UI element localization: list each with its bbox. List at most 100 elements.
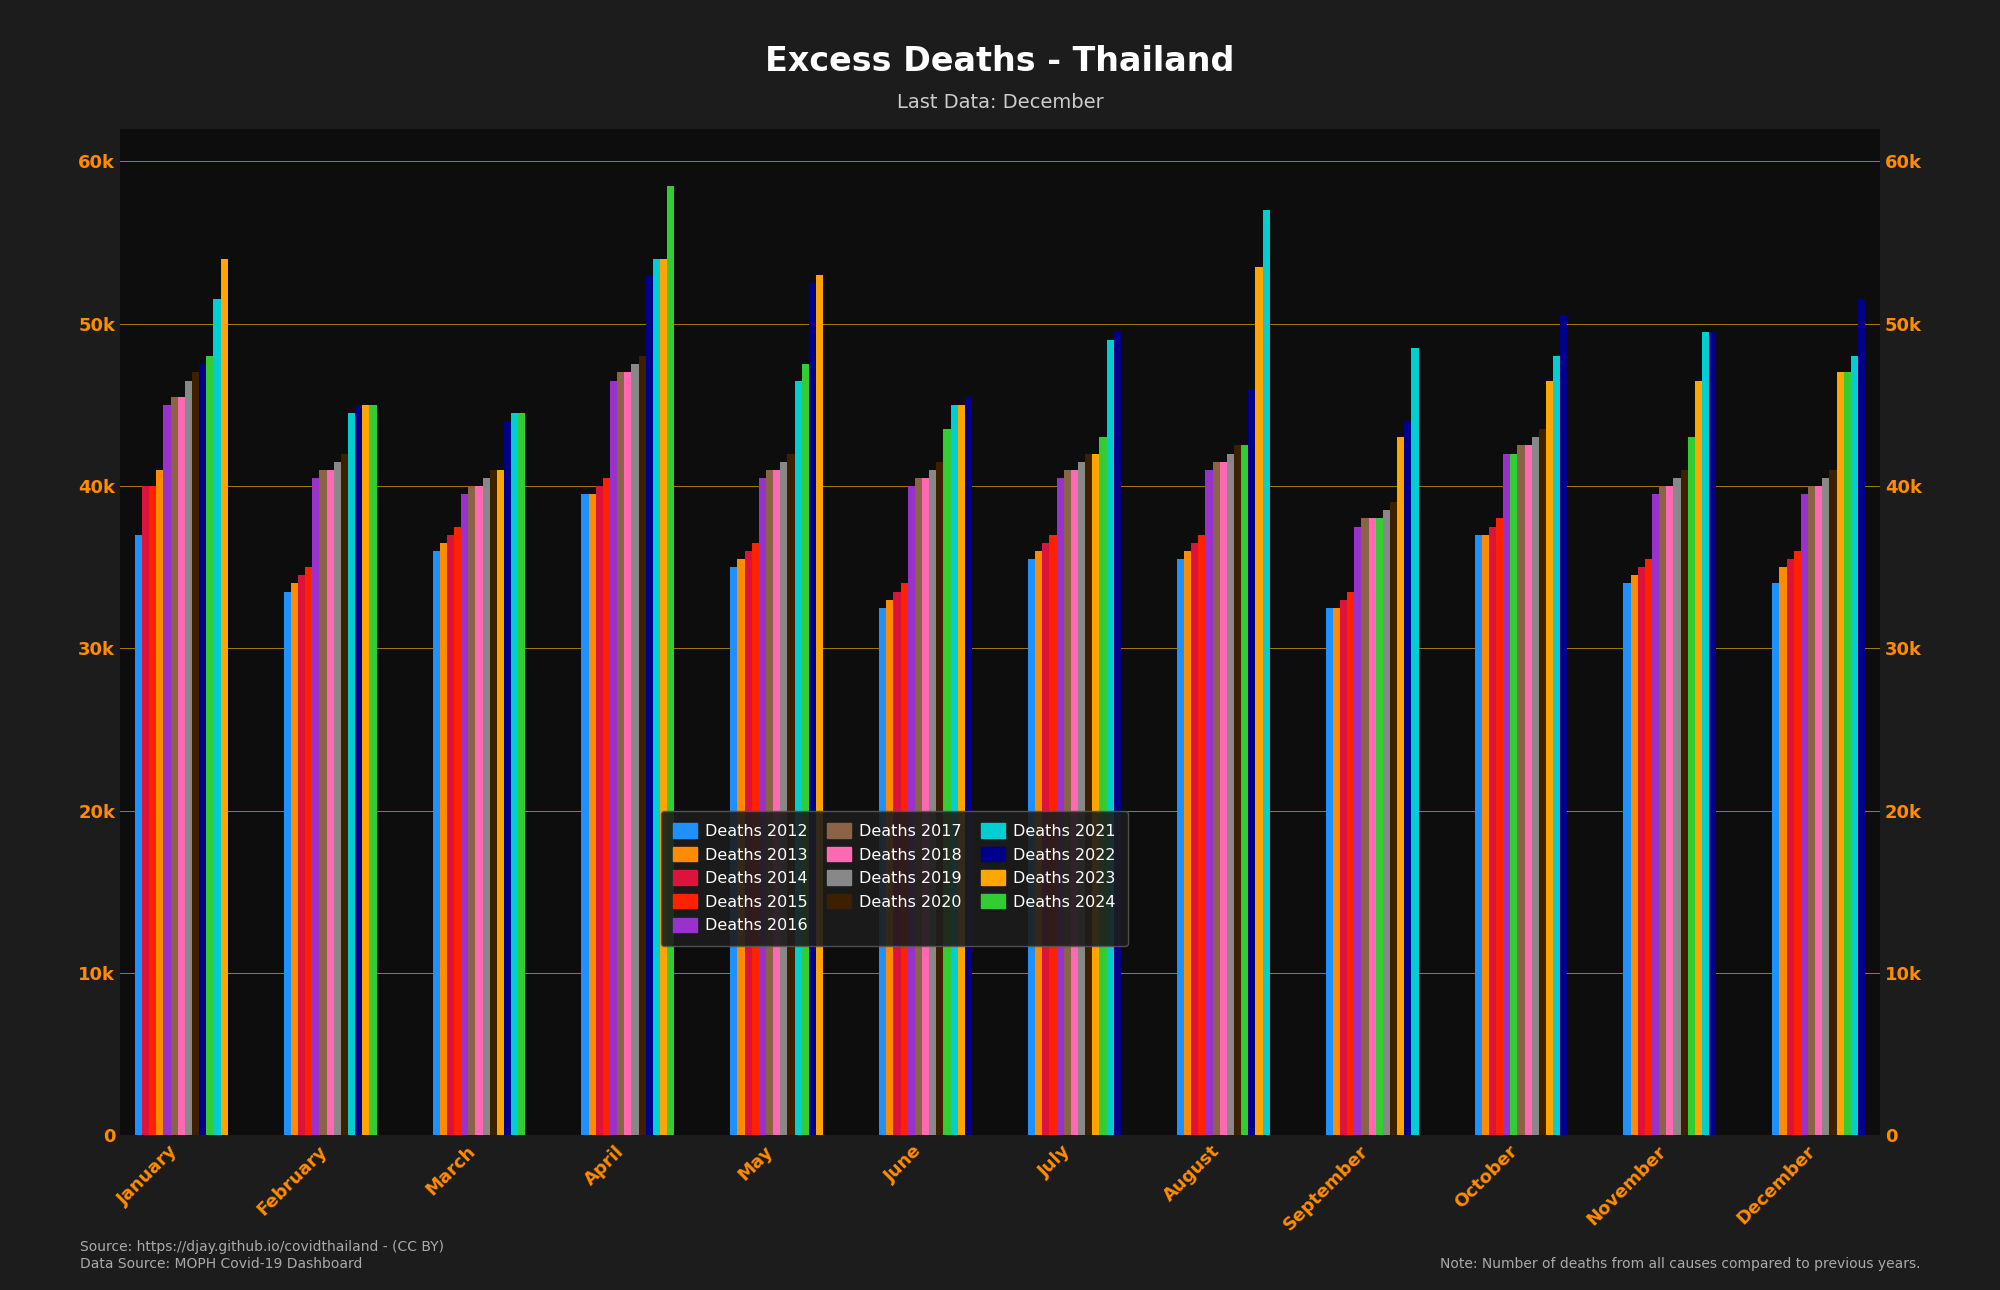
Bar bbox=[220, 259, 228, 1135]
Bar bbox=[1694, 381, 1702, 1135]
Bar bbox=[1064, 470, 1070, 1135]
Bar bbox=[446, 535, 454, 1135]
Bar bbox=[596, 486, 602, 1135]
Bar bbox=[816, 275, 824, 1135]
Bar bbox=[1482, 535, 1488, 1135]
Bar bbox=[914, 477, 922, 1135]
Bar bbox=[660, 259, 668, 1135]
Bar bbox=[1504, 454, 1510, 1135]
Bar bbox=[758, 477, 766, 1135]
Bar bbox=[142, 486, 150, 1135]
Bar bbox=[362, 405, 370, 1135]
Bar bbox=[900, 583, 908, 1135]
Bar bbox=[1680, 470, 1688, 1135]
Bar bbox=[752, 543, 758, 1135]
Bar bbox=[1220, 462, 1226, 1135]
Bar bbox=[730, 568, 738, 1135]
Bar bbox=[1192, 543, 1198, 1135]
Bar bbox=[588, 494, 596, 1135]
Bar bbox=[958, 405, 964, 1135]
Bar bbox=[150, 486, 156, 1135]
Bar bbox=[1688, 437, 1694, 1135]
Bar bbox=[808, 284, 816, 1135]
Bar bbox=[738, 559, 744, 1135]
Bar bbox=[638, 356, 646, 1135]
Bar bbox=[1844, 373, 1850, 1135]
Bar bbox=[1496, 519, 1504, 1135]
Bar bbox=[930, 470, 936, 1135]
Bar bbox=[1808, 486, 1816, 1135]
Bar bbox=[192, 373, 200, 1135]
Bar bbox=[356, 405, 362, 1135]
Bar bbox=[340, 454, 348, 1135]
Bar bbox=[1554, 356, 1560, 1135]
Bar bbox=[440, 543, 446, 1135]
Bar bbox=[582, 494, 588, 1135]
Bar bbox=[348, 413, 356, 1135]
Bar bbox=[134, 535, 142, 1135]
Bar bbox=[1332, 608, 1340, 1135]
Bar bbox=[1488, 526, 1496, 1135]
Bar bbox=[908, 486, 914, 1135]
Bar bbox=[298, 575, 306, 1135]
Bar bbox=[886, 600, 894, 1135]
Bar bbox=[794, 381, 802, 1135]
Bar bbox=[922, 477, 930, 1135]
Bar bbox=[490, 470, 496, 1135]
Bar bbox=[652, 259, 660, 1135]
Bar bbox=[1510, 454, 1518, 1135]
Bar bbox=[1702, 332, 1710, 1135]
Bar bbox=[334, 462, 340, 1135]
Bar bbox=[178, 397, 184, 1135]
Bar bbox=[1538, 430, 1546, 1135]
Bar bbox=[1836, 373, 1844, 1135]
Bar bbox=[1518, 445, 1524, 1135]
Bar bbox=[1326, 608, 1332, 1135]
Bar bbox=[624, 373, 632, 1135]
Bar bbox=[306, 568, 312, 1135]
Bar bbox=[1078, 462, 1086, 1135]
Bar bbox=[1262, 210, 1270, 1135]
Bar bbox=[1546, 381, 1554, 1135]
Bar bbox=[1858, 299, 1866, 1135]
Bar bbox=[1242, 445, 1248, 1135]
Bar bbox=[170, 397, 178, 1135]
Bar bbox=[1780, 568, 1786, 1135]
Bar bbox=[1234, 445, 1242, 1135]
Bar bbox=[284, 592, 290, 1135]
Bar bbox=[1256, 267, 1262, 1135]
Bar bbox=[1100, 437, 1106, 1135]
Bar bbox=[1390, 502, 1398, 1135]
Bar bbox=[468, 486, 476, 1135]
Bar bbox=[880, 608, 886, 1135]
Bar bbox=[1070, 470, 1078, 1135]
Bar bbox=[1376, 519, 1382, 1135]
Bar bbox=[1474, 535, 1482, 1135]
Bar bbox=[1786, 559, 1794, 1135]
Bar bbox=[200, 364, 206, 1135]
Bar bbox=[610, 381, 618, 1135]
Bar bbox=[1830, 470, 1836, 1135]
Bar bbox=[476, 486, 482, 1135]
Bar bbox=[1660, 486, 1666, 1135]
Bar bbox=[326, 470, 334, 1135]
Bar bbox=[1340, 600, 1348, 1135]
Bar bbox=[1666, 486, 1674, 1135]
Bar bbox=[1404, 421, 1412, 1135]
Bar bbox=[1092, 454, 1100, 1135]
Bar bbox=[1800, 494, 1808, 1135]
Bar bbox=[788, 454, 794, 1135]
Bar bbox=[894, 592, 900, 1135]
Bar bbox=[320, 470, 326, 1135]
Bar bbox=[370, 405, 376, 1135]
Bar bbox=[1638, 568, 1644, 1135]
Bar bbox=[766, 470, 774, 1135]
Bar bbox=[206, 356, 214, 1135]
Bar bbox=[1560, 316, 1568, 1135]
Bar bbox=[1772, 583, 1780, 1135]
Bar bbox=[1086, 454, 1092, 1135]
Bar bbox=[1412, 348, 1418, 1135]
Bar bbox=[1354, 526, 1362, 1135]
Bar bbox=[1398, 437, 1404, 1135]
Bar bbox=[744, 551, 752, 1135]
